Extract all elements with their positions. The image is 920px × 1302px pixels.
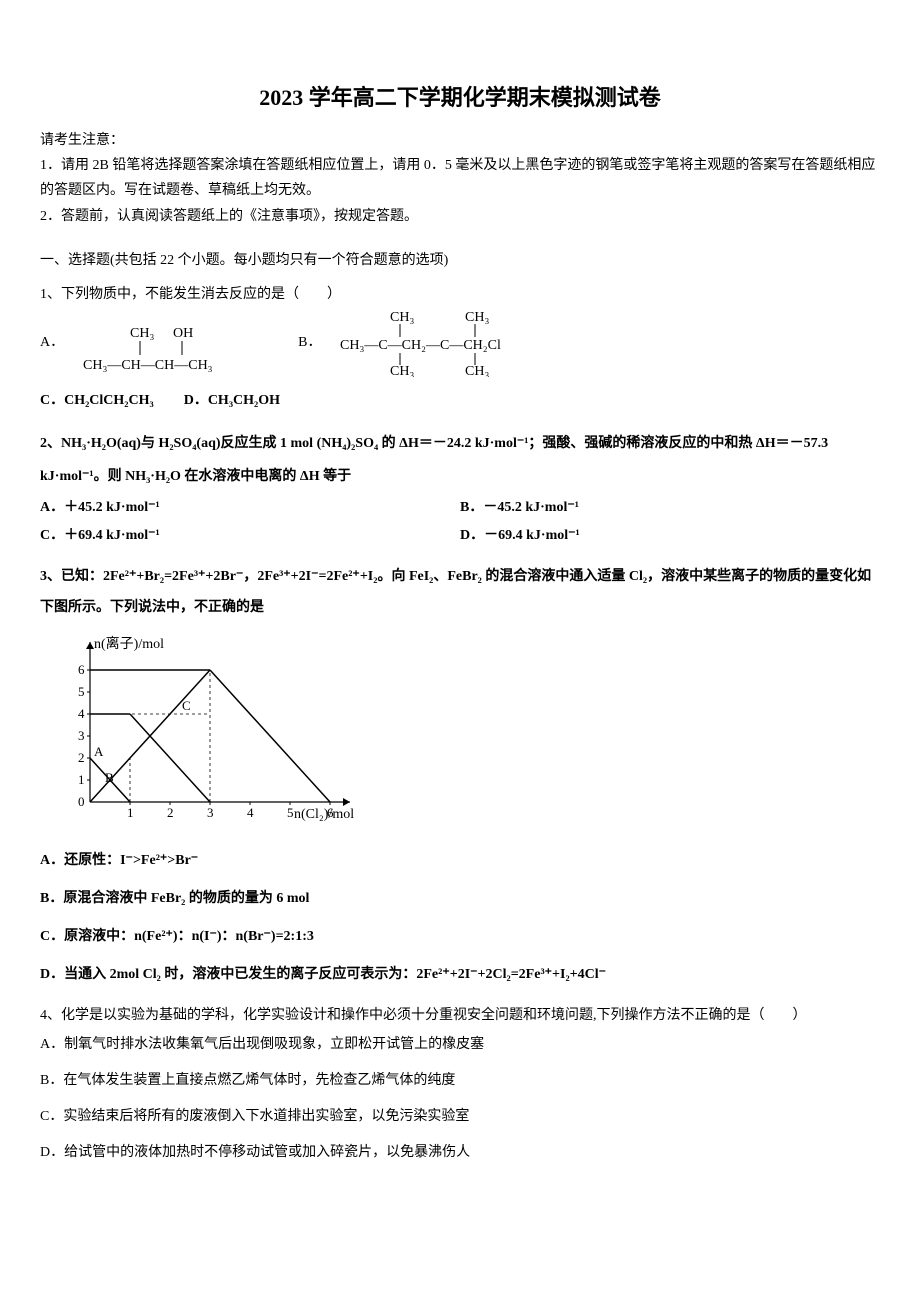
q3-optC: C．原溶液中：n(Fe²⁺)：n(I⁻)：n(Br⁻)=2:1:3	[40, 923, 880, 951]
svg-text:2: 2	[78, 750, 85, 765]
svg-text:4: 4	[78, 706, 85, 721]
chart-point-A: A	[94, 744, 104, 759]
q3-optD: D．当通入 2mol Cl₂ 时，溶液中已发生的离子反应可表示为：2Fe²⁺+2…	[40, 961, 880, 989]
q4-optB: B．在气体发生装置上直接点燃乙烯气体时，先检查乙烯气体的纯度	[40, 1067, 880, 1095]
q4-optD: D．给试管中的液体加热时不停移动试管或加入碎瓷片，以免暴沸伤人	[40, 1139, 880, 1167]
q1-optD: D．CH₃CH₂OH	[184, 387, 280, 415]
q3-stem: 3、已知：2Fe²⁺+Br₂=2Fe³⁺+2Br⁻，2Fe³⁺+2I⁻=2Fe²…	[40, 562, 880, 624]
q1-optC: C．CH₂ClCH₂CH₃	[40, 387, 154, 415]
question-4: 4、化学是以实验为基础的学科，化学实验设计和操作中必须十分重视安全问题和环境问题…	[40, 1001, 880, 1168]
question-1: 1、下列物质中，不能发生消去反应的是（ ） A． CH₃ OH CH₃—CH—C…	[40, 281, 880, 415]
q1-stem: 1、下列物质中，不能发生消去反应的是（ ）	[40, 281, 880, 309]
q4-stem: 4、化学是以实验为基础的学科，化学实验设计和操作中必须十分重视安全问题和环境问题…	[40, 1001, 880, 1032]
instructions-line2: 2．答题前，认真阅读答题纸上的《注意事项》，按规定答题。	[40, 204, 880, 229]
instructions-line1: 1．请用 2B 铅笔将选择题答案涂填在答题纸相应位置上，请用 0．5 毫米及以上…	[40, 153, 880, 203]
q4-optC: C．实验结束后将所有的废液倒入下水道排出实验室，以免污染实验室	[40, 1103, 880, 1131]
svg-text:OH: OH	[173, 326, 193, 341]
svg-text:CH₃: CH₃	[465, 364, 489, 377]
svg-text:CH₃: CH₃	[130, 326, 154, 341]
q3-optA: A．还原性：I⁻>Fe²⁺>Br⁻	[40, 847, 880, 875]
chart-point-B: B	[105, 770, 114, 785]
svg-text:2: 2	[167, 805, 174, 820]
svg-text:4: 4	[247, 805, 254, 820]
q2-optA: A．＋45.2 kJ·mol⁻¹	[40, 494, 460, 522]
svg-text:CH₃: CH₃	[465, 310, 489, 325]
svg-text:3: 3	[207, 805, 214, 820]
instructions-header: 请考生注意：	[40, 128, 880, 153]
chart-xlabel: n(Cl₂)/mol	[294, 807, 354, 822]
q2-optC: C．＋69.4 kJ·mol⁻¹	[40, 522, 460, 550]
instructions-block: 请考生注意： 1．请用 2B 铅笔将选择题答案涂填在答题纸相应位置上，请用 0．…	[40, 128, 880, 229]
question-3: 3、已知：2Fe²⁺+Br₂=2Fe³⁺+2Br⁻，2Fe³⁺+2I⁻=2Fe²…	[40, 562, 880, 989]
section-1-header: 一、选择题(共包括 22 个小题。每小题均只有一个符合题意的选项)	[40, 249, 880, 269]
q1-optB-label: B．	[298, 329, 321, 357]
question-2: 2、NH₃·H₂O(aq)与 H₂SO₄(aq)反应生成 1 mol (NH₄)…	[40, 427, 880, 550]
q3-chart: 0 1 2 3 4 5 6 1 2 3 4 5 6 n(离子)/mol n(Cl…	[50, 632, 360, 822]
q1-optB-structure: CH₃ CH₃ CH₃—C—CH₂—C—CH₂Cl CH₃ CH₃	[335, 309, 565, 377]
svg-text:1: 1	[127, 805, 134, 820]
svg-text:CH₃: CH₃	[390, 310, 414, 325]
svg-text:1: 1	[78, 772, 85, 787]
svg-text:0: 0	[78, 794, 85, 809]
svg-text:CH₃—C—CH₂—C—CH₂Cl: CH₃—C—CH₂—C—CH₂Cl	[340, 338, 501, 353]
chart-ylabel: n(离子)/mol	[94, 635, 164, 652]
q2-stem: 2、NH₃·H₂O(aq)与 H₂SO₄(aq)反应生成 1 mol (NH₄)…	[40, 427, 880, 494]
q1-optA-structure: CH₃ OH CH₃—CH—CH—CH₃	[78, 323, 258, 377]
svg-text:CH₃—CH—CH—CH₃: CH₃—CH—CH—CH₃	[83, 358, 213, 373]
q4-optA: A．制氧气时排水法收集氧气后出现倒吸现象，立即松开试管上的橡皮塞	[40, 1031, 880, 1059]
chart-point-C: C	[182, 698, 191, 713]
q1-optA-label: A．	[40, 329, 64, 357]
page-title: 2023 学年高二下学期化学期末模拟测试卷	[40, 80, 880, 112]
svg-text:CH₃: CH₃	[390, 364, 414, 377]
svg-text:5: 5	[287, 805, 294, 820]
q3-optB: B．原混合溶液中 FeBr₂ 的物质的量为 6 mol	[40, 885, 880, 913]
q2-optB: B．－45.2 kJ·mol⁻¹	[460, 494, 880, 522]
svg-text:6: 6	[78, 662, 85, 677]
svg-text:3: 3	[78, 728, 85, 743]
svg-text:5: 5	[78, 684, 85, 699]
q2-optD: D．－69.4 kJ·mol⁻¹	[460, 522, 880, 550]
